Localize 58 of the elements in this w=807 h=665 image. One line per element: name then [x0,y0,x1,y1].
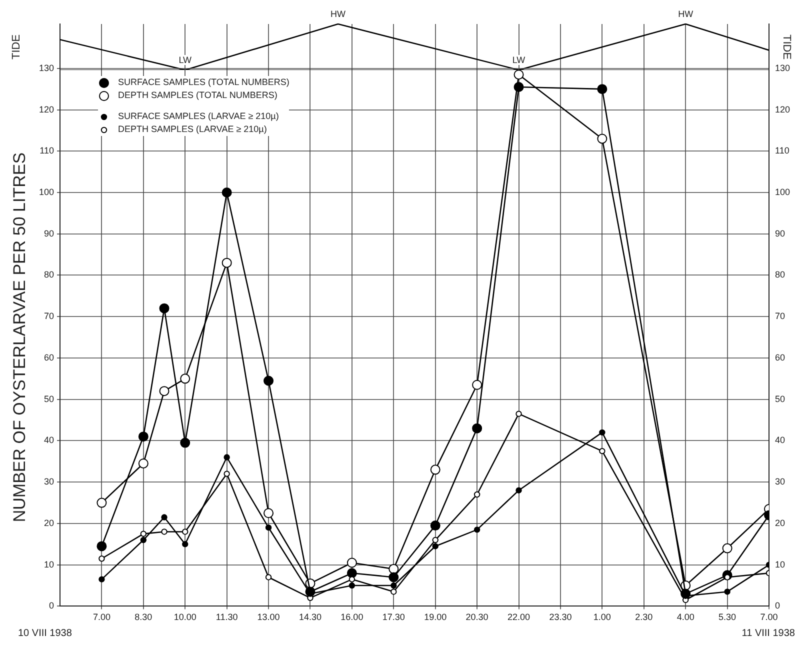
legend-label: SURFACE SAMPLES (LARVAE ≥ 210µ) [118,110,279,123]
x-tick-label: 17.30 [382,612,405,622]
y2-tick-label: 10 [775,559,786,570]
x-tick-label: 14.30 [298,612,322,622]
y2-tick-label: 40 [775,435,786,446]
y-tick-label: 130 [38,62,54,73]
y2-tick-label: 120 [775,104,790,114]
legend-label: DEPTH SAMPLES (TOTAL NUMBERS) [118,89,278,102]
y2-axis-title: TIDE [780,34,792,60]
y-tick-label: 60 [44,352,54,362]
annotation: LW [178,54,192,65]
x-tick-label: 1.00 [593,612,611,622]
y-tick-label: 70 [44,311,54,322]
y-tick-label: 0 [48,600,54,611]
y-tick-label: 40 [44,435,54,446]
y-tick-label: 120 [38,104,54,114]
annotation: HW [330,8,346,19]
x-tick-label: 7.00 [92,612,110,622]
y2-tick-label: 50 [775,394,786,404]
x-tick-label: 10.00 [174,612,196,622]
y-tick-label: 80 [44,270,54,280]
y-tick-label: 10 [44,559,54,570]
y2-tick-label: 30 [775,476,786,487]
y2-tick-label: 90 [775,228,786,238]
x-tick-label: 20.30 [466,612,488,622]
x-tick-label: 7.00 [760,612,778,622]
x-tick-label: 4.00 [676,612,694,622]
text: 11 VIII 1938 [742,628,795,639]
annotation: HW [678,8,694,19]
x-tick-label: 2.30 [635,612,653,622]
y2-tick-label: 20 [775,518,786,528]
y-tick-label: 20 [44,518,54,528]
x-tick-label: 22.00 [508,612,530,622]
y2-tick-label: 110 [775,146,790,156]
x-tick-label: 23.30 [549,612,572,622]
y2-tick-label: 60 [775,352,786,362]
y-axis-title: TIDE [10,34,23,60]
x-tick-label: 13.00 [257,612,280,622]
legend-label: DEPTH SAMPLES (LARVAE ≥ 210µ) [118,123,267,136]
annotation: LW [512,54,526,65]
x-tick-label: 19.00 [424,612,447,622]
y-tick-label: 50 [44,394,54,404]
x-tick-label: 5.30 [718,612,736,622]
y-tick-label: 110 [40,146,54,156]
x-tick-label: 16.00 [340,612,364,622]
y2-tick-label: 0 [775,600,780,611]
y-tick-label: 100 [38,186,54,197]
y-tick-label: 90 [44,228,54,238]
y-axis-title: NUMBER OF OYSTERLARVAE PER 50 LITRES [10,152,29,522]
y2-tick-label: 100 [775,186,790,197]
y2-tick-label: 130 [775,62,790,73]
y2-tick-label: 70 [775,311,786,322]
y-tick-label: 30 [44,476,54,487]
x-tick-label: 11.30 [216,612,238,622]
y2-tick-label: 80 [775,270,786,280]
x-tick-label: 8.30 [134,612,152,622]
text: 10 VIII 1938 [18,628,72,639]
legend-label: SURFACE SAMPLES (TOTAL NUMBERS) [118,76,290,89]
